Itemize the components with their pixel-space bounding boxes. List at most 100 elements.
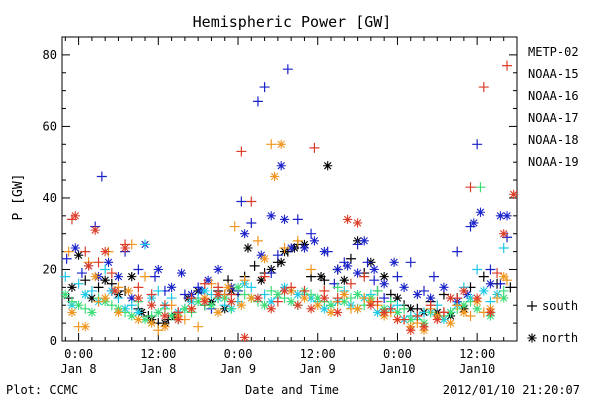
south-point xyxy=(80,303,91,314)
north-point xyxy=(509,189,519,199)
north-point xyxy=(379,307,389,317)
south-point xyxy=(106,300,117,311)
south-point xyxy=(61,253,72,264)
north-point xyxy=(293,300,303,310)
south-point xyxy=(146,289,157,300)
north-point xyxy=(352,218,363,228)
south-point xyxy=(279,243,290,254)
north-point xyxy=(243,243,253,253)
north-point xyxy=(160,322,170,332)
south-point xyxy=(113,293,124,304)
north-point xyxy=(213,307,223,317)
x-tick-label-date: Jan 9 xyxy=(300,362,336,376)
south-point xyxy=(236,196,247,207)
south-point xyxy=(149,271,160,282)
north-point xyxy=(67,307,77,317)
north-point xyxy=(200,297,210,307)
north-point xyxy=(445,293,456,303)
north-point xyxy=(110,286,120,296)
south-point xyxy=(292,235,303,246)
north-point xyxy=(276,161,286,171)
north-point xyxy=(70,211,80,221)
north-point xyxy=(127,272,137,282)
north-point xyxy=(120,243,130,253)
north-point xyxy=(113,272,124,282)
north-point xyxy=(316,272,326,282)
north-point xyxy=(153,264,163,275)
south-point xyxy=(392,271,403,282)
north-point xyxy=(527,333,537,343)
north-point xyxy=(133,314,143,325)
south-point xyxy=(345,253,356,264)
south-point xyxy=(362,257,373,268)
north-point xyxy=(266,304,276,314)
north-point xyxy=(323,161,333,171)
south-point xyxy=(93,282,104,293)
north-point xyxy=(469,218,479,228)
north-point xyxy=(133,293,143,303)
north-point xyxy=(472,293,482,303)
north-point xyxy=(293,289,303,300)
series-noaa-19 xyxy=(66,60,519,343)
footer-timestamp: 2012/01/10 21:20:07 xyxy=(443,383,580,397)
north-point xyxy=(213,264,223,275)
north-point xyxy=(173,314,183,325)
north-point xyxy=(133,307,143,317)
north-point xyxy=(186,304,197,314)
south-point xyxy=(246,282,257,293)
south-point xyxy=(60,271,71,282)
north-point xyxy=(502,211,512,221)
north-point xyxy=(333,264,343,275)
y-tick-label: 20 xyxy=(43,262,57,276)
north-point xyxy=(276,139,286,149)
legend-entry: NOAA-16 xyxy=(528,89,579,103)
south-point xyxy=(266,285,277,296)
south-point xyxy=(419,285,430,296)
south-point xyxy=(272,296,283,307)
north-point xyxy=(326,307,336,317)
south-point xyxy=(140,239,151,250)
north-point xyxy=(80,289,90,300)
north-point xyxy=(266,297,276,307)
north-point xyxy=(286,297,296,307)
north-point xyxy=(299,293,310,303)
south-point xyxy=(93,296,104,307)
north-point xyxy=(499,272,509,282)
north-point xyxy=(100,275,110,285)
north-point xyxy=(426,293,436,303)
north-point xyxy=(313,293,323,303)
south-point xyxy=(359,293,370,304)
south-point xyxy=(272,250,283,261)
south-point xyxy=(472,139,483,150)
north-point xyxy=(200,286,210,296)
series-legend: METP-02 NOAA-15 NOAA-16 NOAA-17 NOAA-18 NOAA-… xyxy=(528,45,579,169)
north-symbol xyxy=(527,333,537,343)
south-point xyxy=(299,285,310,296)
north-point xyxy=(147,300,157,310)
south-point xyxy=(498,243,509,254)
south-point xyxy=(345,293,356,304)
south-point xyxy=(485,264,496,275)
north-point xyxy=(343,214,353,224)
north-point xyxy=(475,207,486,217)
south-point xyxy=(505,282,516,293)
north-point xyxy=(236,300,246,310)
south-point xyxy=(153,325,164,336)
north-point xyxy=(406,314,416,325)
north-point xyxy=(445,318,456,328)
y-tick-label: 0 xyxy=(50,334,57,348)
north-point xyxy=(259,254,270,264)
x-axis-label: Date and Time xyxy=(245,383,339,397)
north-point xyxy=(206,300,217,310)
north-point xyxy=(445,307,456,317)
north-point xyxy=(60,289,70,300)
north-point xyxy=(459,307,469,317)
south-point xyxy=(332,293,343,304)
chart-title: Hemispheric Power [GW] xyxy=(193,13,392,31)
south-point xyxy=(266,139,277,150)
x-tick-label-time: 12:00 xyxy=(459,347,495,361)
north-point xyxy=(123,286,134,296)
south-point xyxy=(186,293,197,304)
south-point xyxy=(527,301,537,311)
